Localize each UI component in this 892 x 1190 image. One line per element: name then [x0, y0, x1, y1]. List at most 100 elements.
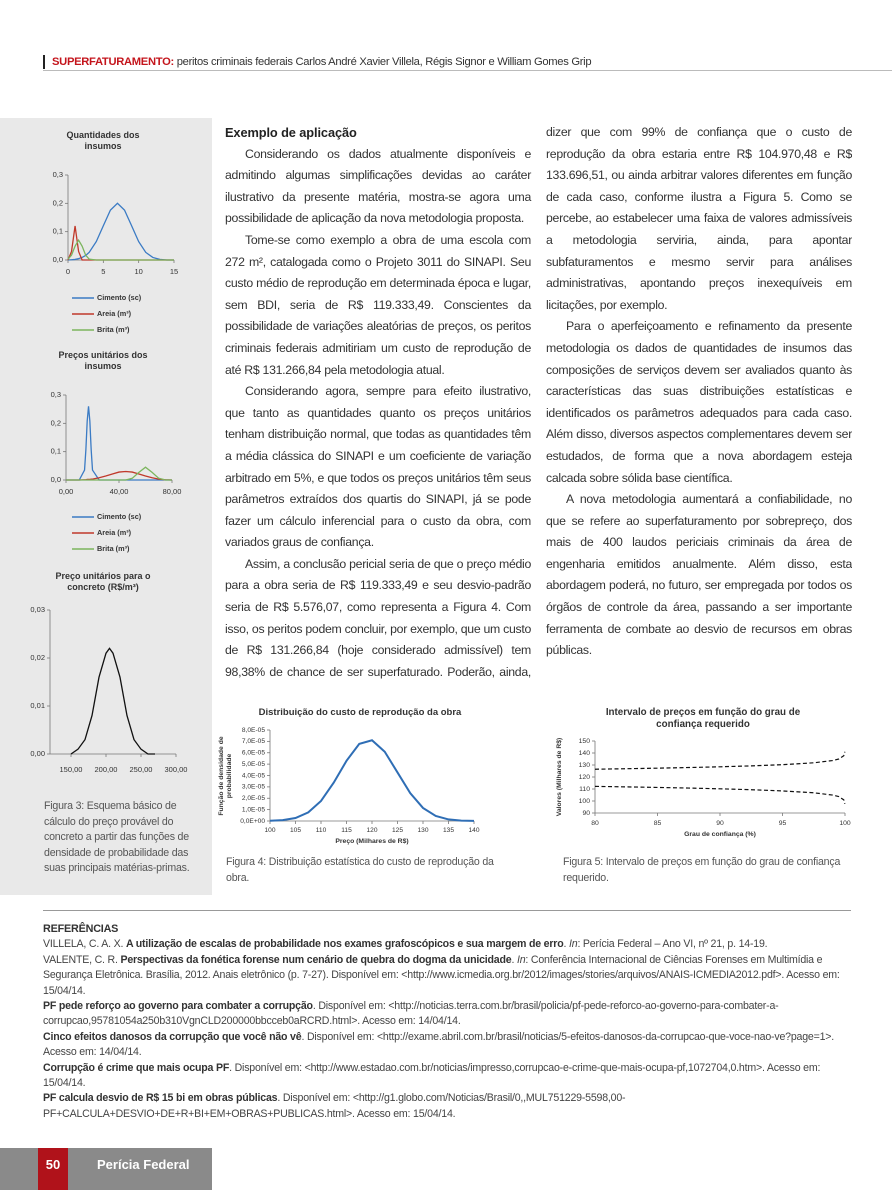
sidebar	[0, 118, 212, 895]
x-tick-label: 85	[654, 820, 662, 827]
series-line	[66, 466, 172, 481]
y-tick-label: 8,0E-05	[242, 727, 265, 734]
series-line	[594, 751, 846, 770]
x-tick-label: 105	[290, 827, 301, 834]
y-tick-label: 7,0E-05	[242, 738, 265, 745]
reference-text: . Disponível em: <http://g1.globo.com/No…	[43, 1092, 626, 1120]
magazine-name: Perícia Federal	[97, 1157, 190, 1172]
legend-label: Areia (m³)	[97, 309, 132, 318]
section-heading: Exemplo de aplicação	[225, 125, 357, 140]
y-tick-label: 120	[579, 774, 591, 781]
x-tick-label: 125	[392, 827, 403, 834]
reference-text: Perspectivas da fonética forense num cen…	[120, 953, 512, 966]
paragraph: Considerando os dados atualmente disponí…	[225, 146, 531, 226]
series-line	[66, 406, 172, 481]
x-tick-label: 90	[716, 820, 724, 827]
figure-caption: Figura 3: Esquema básico de cálculo do p…	[44, 800, 190, 874]
x-tick-label: 95	[779, 820, 787, 827]
references-rule	[43, 910, 851, 911]
header-rule	[43, 70, 892, 71]
y-tick-label: 0,0	[53, 255, 63, 264]
reference-text: : Perícia Federal – Ano VI, nº 21, p. 14…	[577, 938, 768, 951]
y-tick-label: 110	[579, 786, 590, 793]
legend-label: Cimento (sc)	[97, 512, 142, 521]
y-tick-label: 0,00	[30, 749, 45, 758]
figure-caption: Figura 4: Distribuição estatística do cu…	[226, 856, 494, 884]
reference-text: . Disponível em: <http://www.estadao.com…	[43, 1061, 821, 1090]
reference-text: A utilização de escalas de probabilidade…	[125, 938, 564, 951]
y-tick-label: 150	[579, 738, 591, 745]
y-tick-label: 140	[579, 750, 591, 757]
y-tick-label: 90	[582, 810, 590, 817]
footer-band	[0, 1148, 212, 1190]
paragraph: Assim, a conclusão pericial seria de que…	[225, 125, 852, 679]
paragraph: Para o aperfeiçoamento e refinamento da …	[546, 319, 852, 485]
reference-text: In	[516, 953, 526, 966]
y-tick-label: 3,0E-05	[242, 784, 265, 791]
x-tick-label: 130	[417, 827, 428, 834]
series-line	[70, 647, 155, 755]
y-tick-label: 0,02	[30, 653, 45, 662]
reference-text: . Disponível em: <http://exame.abril.com…	[43, 1030, 835, 1059]
reference-text: .	[511, 953, 517, 966]
x-tick-label: 80,00	[163, 487, 182, 496]
legend-label: Cimento (sc)	[97, 293, 142, 302]
y-tick-label: 2,0E-05	[242, 795, 265, 802]
y-tick-label: 0,1	[51, 447, 61, 456]
reference-text: Cinco efeitos danosos da corrupção que v…	[43, 1030, 302, 1043]
article-body: Exemplo de aplicação Considerando os dado…	[225, 122, 852, 694]
x-tick-label: 100	[839, 820, 851, 827]
y-tick-label: 0,0	[51, 475, 61, 484]
x-tick-label: 200,00	[95, 765, 118, 774]
reference-text: In	[569, 938, 578, 951]
x-tick-label: 0,00	[59, 487, 74, 496]
legend-label: Brita (m³)	[97, 325, 130, 334]
reference-text: VILLELA, C. A. X.	[43, 938, 126, 951]
chart-title: Intervalo de preços em função do grau de…	[605, 707, 801, 730]
legend-label: Areia (m³)	[97, 528, 132, 537]
reference-text: PF calcula desvio de R$ 15 bi em obras p…	[43, 1092, 278, 1105]
paragraph: Tome-se como exemplo a obra de uma escol…	[225, 232, 531, 377]
reference: PF pede reforço ao governo para combater…	[43, 999, 851, 1030]
y-tick-label: 0,2	[53, 198, 63, 207]
references-heading: REFERÊNCIAS	[43, 923, 119, 935]
x-tick-label: 120	[366, 827, 377, 834]
reference: Corrupção é crime que mais ocupa PF. Dis…	[43, 1061, 851, 1092]
y-tick-label: 0,01	[30, 701, 45, 710]
y-tick-label: 100	[579, 798, 591, 805]
header-text: peritos criminais federais Carlos André …	[176, 56, 592, 68]
reference: VALENTE, C. R. Perspectivas da fonética …	[43, 953, 851, 999]
chart-title: Preço unitários para o concreto (R$/m³)	[55, 571, 151, 592]
x-tick-label: 250,00	[130, 765, 153, 774]
x-tick-label: 135	[443, 827, 454, 834]
series-line	[594, 785, 846, 804]
series-line	[67, 238, 174, 261]
y-tick-label: 5,0E-05	[242, 761, 265, 768]
x-tick-label: 10	[134, 267, 142, 276]
reference-text: : Conferência Internacional de Ciências …	[43, 953, 840, 997]
reference-text: Corrupção é crime que mais ocupa PF	[43, 1061, 230, 1074]
y-tick-label: 0,0E+00	[240, 818, 265, 825]
y-tick-label: 0,3	[53, 170, 63, 179]
reference-text: PF pede reforço ao governo para combater…	[43, 1000, 313, 1013]
x-axis-label: Preço (Milhares de R$)	[335, 838, 408, 845]
y-tick-label: 4,0E-05	[242, 772, 265, 779]
chart-title: Distribuição do custo de reprodução da o…	[258, 707, 462, 718]
reference-text: . Disponível em: <http://noticias.terra.…	[43, 1000, 779, 1028]
reference: PF calcula desvio de R$ 15 bi em obras p…	[43, 1091, 851, 1122]
series-line	[67, 225, 174, 261]
x-tick-label: 0	[66, 267, 70, 276]
x-tick-label: 300,00	[165, 765, 188, 774]
y-tick-label: 0,1	[53, 227, 63, 236]
series-line	[269, 739, 475, 822]
references: REFERÊNCIAS VILLELA, C. A. X. A utilizaçã…	[43, 922, 851, 1122]
x-tick-label: 110	[316, 827, 327, 834]
reference-text: .	[563, 938, 569, 951]
reference: VILLELA, C. A. X. A utilização de escala…	[43, 937, 851, 952]
paragraph: A nova metodologia aumentará a confiabil…	[546, 492, 852, 658]
x-tick-label: 80	[591, 820, 599, 827]
y-tick-label: 0,3	[51, 390, 61, 399]
y-tick-label: 6,0E-05	[242, 750, 265, 757]
